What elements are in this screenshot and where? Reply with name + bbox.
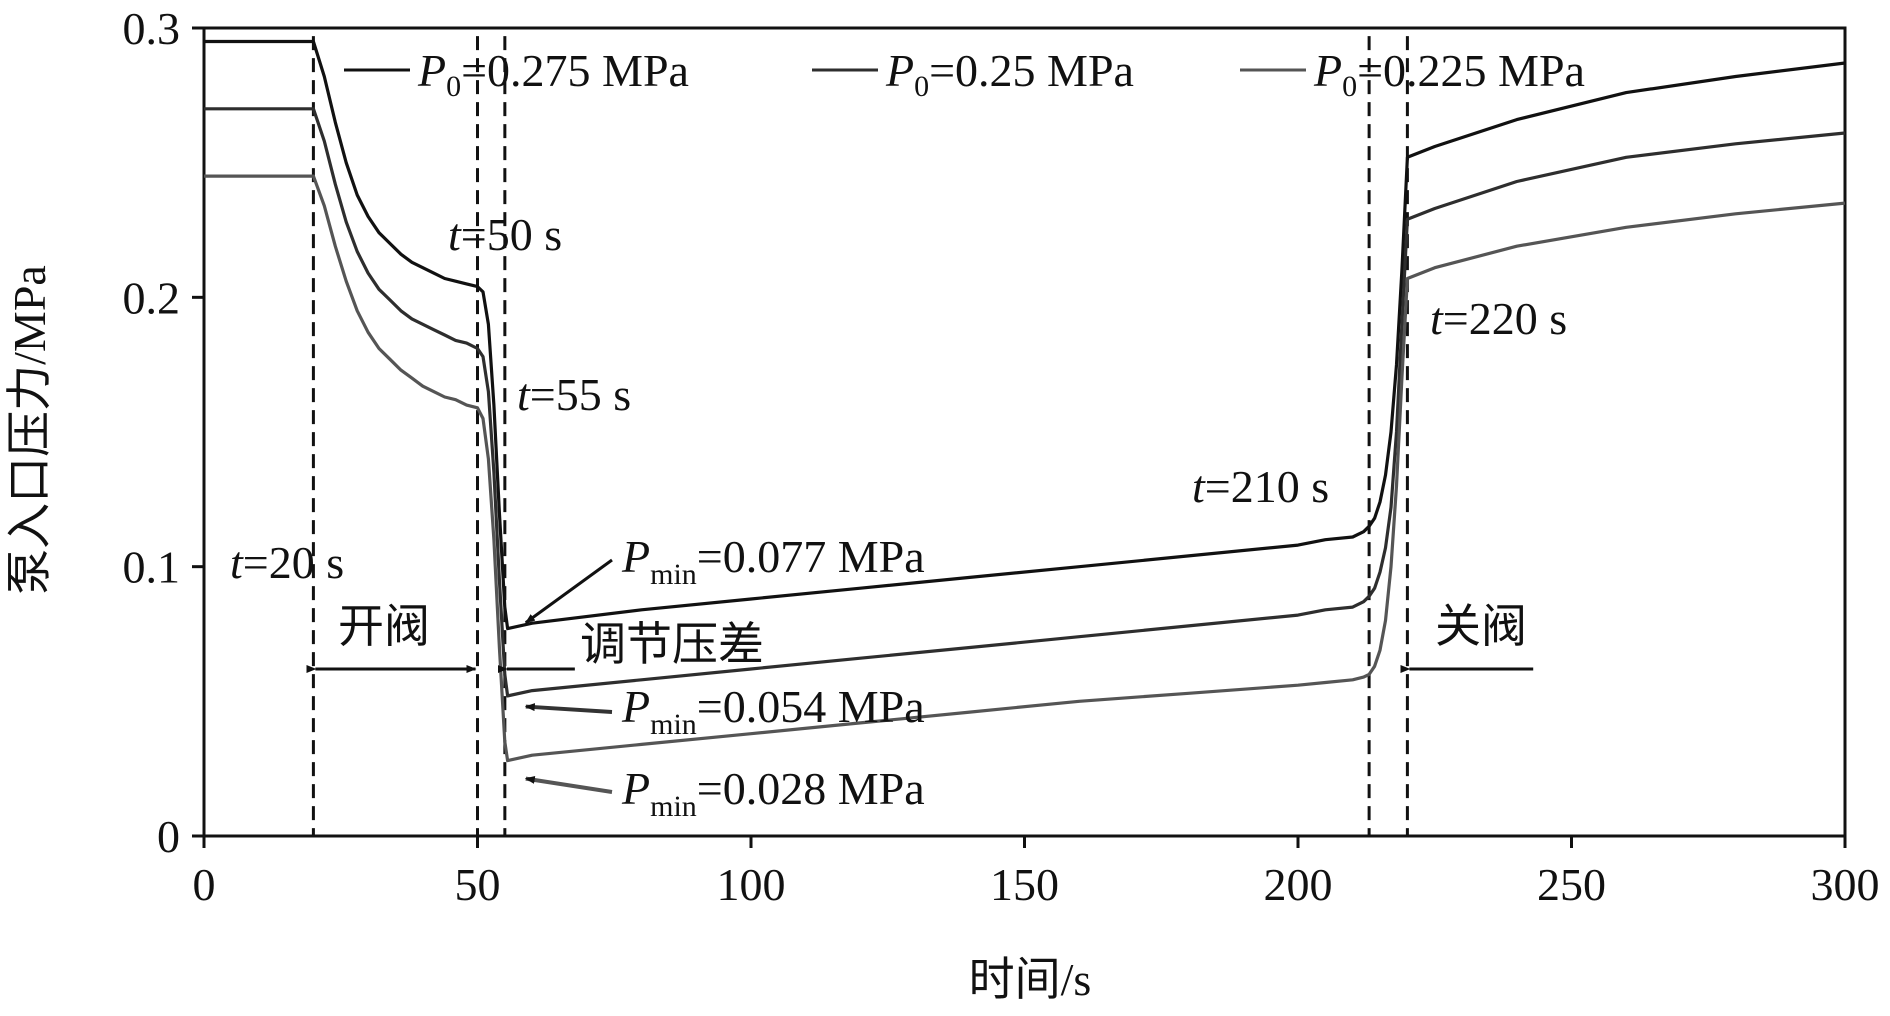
y-tick-label: 0.2 bbox=[123, 272, 181, 323]
annotation-t55: t=55 s bbox=[517, 369, 631, 420]
legend-label-2: P0=0.25 MPa bbox=[885, 45, 1134, 103]
legend-label-1: P0=0.275 MPa bbox=[417, 45, 689, 103]
annotation-t50: t=50 s bbox=[448, 209, 562, 260]
legend-label-3: P0=0.225 MPa bbox=[1313, 45, 1585, 103]
series-line-1 bbox=[204, 39, 1846, 631]
series-lines bbox=[204, 39, 1846, 763]
series-line-2 bbox=[204, 107, 1846, 698]
pmin-arrows bbox=[524, 558, 613, 794]
phase-label-close-valve: 关阀 bbox=[1435, 601, 1527, 652]
x-tick-label: 100 bbox=[717, 859, 786, 910]
pmin-arrow-3 bbox=[524, 776, 613, 794]
x-tick-label: 200 bbox=[1264, 859, 1333, 910]
y-axis-ticks: 0 0.1 0.2 0.3 bbox=[123, 3, 204, 862]
pmin-arrow-1 bbox=[524, 558, 613, 624]
x-axis-title: 时间/s bbox=[969, 954, 1092, 1005]
y-tick-label: 0.1 bbox=[123, 542, 181, 593]
annotation-t210: t=210 s bbox=[1192, 461, 1329, 512]
annotation-t20: t=20 s bbox=[230, 537, 344, 588]
legend: P0=0.275 MPa P0=0.25 MPa P0=0.225 MPa bbox=[344, 45, 1585, 103]
x-tick-label: 150 bbox=[990, 859, 1059, 910]
annotation-t220: t=220 s bbox=[1430, 293, 1567, 344]
phase-label-open-valve: 开阀 bbox=[338, 601, 430, 652]
annotation-pmin-2: Pmin=0.054 MPa bbox=[621, 681, 925, 741]
x-tick-label: 300 bbox=[1811, 859, 1880, 910]
plot-area bbox=[202, 26, 1847, 838]
x-axis-ticks: 0 50 100 150 200 250 300 bbox=[193, 836, 1880, 910]
x-tick-label: 0 bbox=[193, 859, 216, 910]
y-tick-label: 0.3 bbox=[123, 3, 181, 54]
annotation-pmin-3: Pmin=0.028 MPa bbox=[621, 763, 925, 823]
plot-frame bbox=[202, 26, 1847, 838]
phase-label-regulate: 调节压差 bbox=[580, 619, 764, 670]
x-tick-label: 50 bbox=[455, 859, 501, 910]
annotation-pmin-1: Pmin=0.077 MPa bbox=[621, 531, 925, 591]
series-line-3 bbox=[204, 174, 1846, 763]
pmin-arrow-2 bbox=[524, 703, 613, 714]
x-tick-label: 250 bbox=[1537, 859, 1606, 910]
y-tick-label: 0 bbox=[157, 811, 180, 862]
y-axis-title: 泵入口压力/MPa bbox=[4, 265, 55, 595]
